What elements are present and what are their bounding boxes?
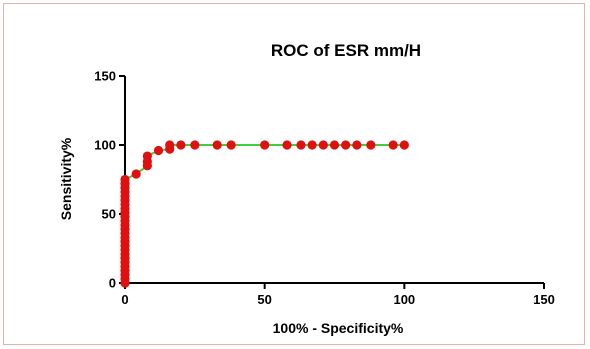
chart-title: ROC of ESR mm/H — [271, 41, 421, 60]
data-point — [282, 140, 292, 150]
data-point — [190, 140, 200, 150]
y-axis-label-group: Sensitivity% — [58, 137, 74, 220]
data-point — [142, 151, 152, 161]
data-point — [329, 140, 340, 150]
x-axis-label: 100% - Specificity% — [273, 320, 404, 336]
roc-chart: ROC of ESR mm/H Sensitivity% 100% - Spec… — [58, 41, 555, 336]
plot-area — [120, 140, 409, 288]
data-point — [399, 140, 409, 150]
chart-frame: ROC of ESR mm/H Sensitivity% 100% - Spec… — [3, 3, 585, 345]
data-point — [388, 140, 398, 150]
x-tick-label: 0 — [121, 292, 128, 307]
data-point — [226, 140, 236, 150]
x-axis-ticks: 0 50 100 150 — [121, 283, 555, 307]
data-point — [212, 140, 222, 150]
data-point — [260, 140, 270, 150]
data-point — [318, 140, 328, 150]
y-tick-label: 100 — [94, 138, 116, 153]
y-tick-label: 150 — [94, 69, 116, 84]
y-axis-label: Sensitivity% — [58, 137, 74, 220]
data-point — [120, 174, 130, 185]
x-tick-label: 100 — [393, 292, 415, 307]
y-axis-ticks: 0 50 100 150 — [94, 69, 125, 291]
data-point — [307, 140, 317, 150]
data-point — [176, 140, 186, 150]
data-point — [352, 140, 362, 150]
data-point — [296, 140, 306, 150]
x-tick-label: 150 — [533, 292, 555, 307]
data-point — [153, 145, 164, 156]
data-point — [131, 169, 141, 179]
y-tick-label: 0 — [109, 276, 116, 291]
x-tick-label: 50 — [257, 292, 271, 307]
data-point — [366, 140, 376, 150]
data-point — [165, 140, 175, 150]
roc-curve-line — [124, 144, 405, 283]
y-tick-label: 50 — [102, 207, 116, 222]
data-point — [341, 140, 351, 150]
